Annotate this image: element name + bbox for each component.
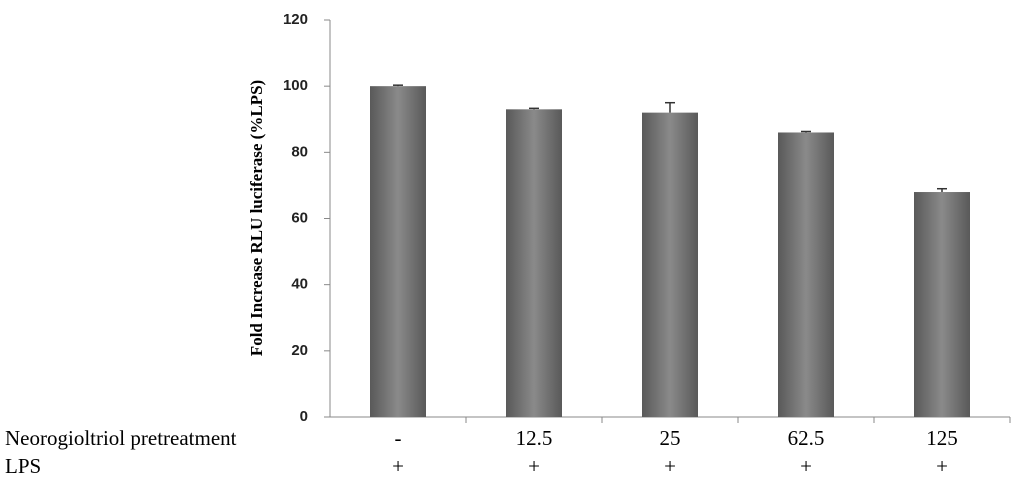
x-tick-label: 62.5 (788, 426, 825, 450)
x-tick-label-2: + (936, 454, 948, 478)
x-tick-label-2: + (392, 454, 404, 478)
bar (914, 192, 970, 417)
error-bar (937, 187, 947, 193)
x-tick-label: - (395, 426, 402, 450)
x-tick-label: 125 (926, 426, 958, 450)
error-bar (529, 107, 539, 110)
bar (778, 132, 834, 417)
y-tick-label: 120 (283, 11, 308, 28)
y-tick-label: 0 (300, 408, 308, 425)
y-tick-label: 60 (291, 209, 308, 226)
y-tick-label: 20 (291, 342, 308, 359)
bar (506, 109, 562, 417)
bar (642, 112, 698, 417)
row-label: Neorogioltriol pretreatment (5, 426, 237, 450)
y-tick-label: 80 (291, 143, 308, 160)
y-tick-label: 100 (283, 77, 308, 94)
x-tick-label: 12.5 (516, 426, 553, 450)
y-tick-label: 40 (291, 276, 308, 293)
error-bar (801, 130, 811, 133)
error-bar (665, 101, 675, 113)
bar (370, 86, 426, 418)
row-label: LPS (5, 454, 41, 478)
x-tick-label: 25 (660, 426, 681, 450)
x-tick-label-2: + (800, 454, 812, 478)
y-axis-label: Fold Increase RLU luciferase (%LPS) (247, 80, 266, 356)
error-bar (393, 84, 403, 87)
x-tick-label-2: + (528, 454, 540, 478)
x-tick-label-2: + (664, 454, 676, 478)
